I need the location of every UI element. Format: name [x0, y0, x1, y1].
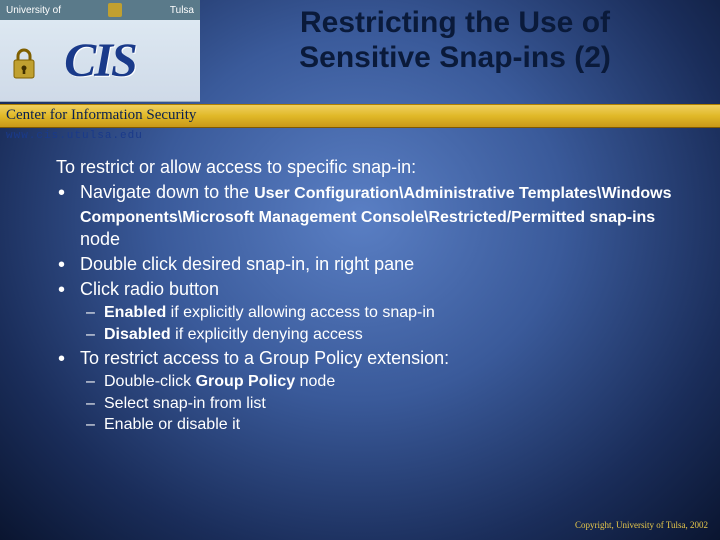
lock-icon	[10, 46, 38, 80]
title-line-2: Sensitive Snap-ins (2)	[200, 41, 710, 76]
logo-area: University of Tulsa CIS	[0, 0, 200, 105]
intro-text: To restrict or allow access to specific …	[56, 156, 676, 179]
bullet-navigate: Navigate down to the User Configuration\…	[56, 181, 676, 251]
restrict-ext-text: To restrict access to a Group Policy ext…	[80, 348, 449, 368]
disabled-bold: Disabled	[104, 326, 171, 343]
bullet-list-radio-sub: Enabled if explicitly allowing access to…	[80, 303, 676, 345]
sub-ext-enable: Enable or disable it	[86, 415, 676, 435]
slide-header: University of Tulsa CIS Restricting the …	[0, 0, 720, 138]
university-seal-icon	[108, 3, 122, 17]
university-right: Tulsa	[170, 5, 194, 16]
ext1b: Group Policy	[196, 373, 296, 390]
navigate-prefix: Navigate down to the	[80, 182, 254, 202]
enabled-rest: if explicitly allowing access to snap-in	[166, 304, 435, 321]
navigate-suffix: node	[80, 229, 120, 249]
sub-enabled: Enabled if explicitly allowing access to…	[86, 303, 676, 323]
university-banner: University of Tulsa	[0, 0, 200, 20]
sub-disabled: Disabled if explicitly denying access	[86, 325, 676, 345]
disabled-rest: if explicitly denying access	[171, 326, 363, 343]
title-line-1: Restricting the Use of	[200, 6, 710, 41]
bullet-list-ext-sub: Double-click Group Policy node Select sn…	[80, 372, 676, 435]
center-tagline: Center for Information Security	[6, 107, 196, 124]
copyright-text: Copyright, University of Tulsa, 2002	[575, 520, 708, 530]
bullet-radio: Click radio button Enabled if explicitly…	[56, 278, 676, 345]
bullet-restrict-extension: To restrict access to a Group Policy ext…	[56, 347, 676, 435]
cis-logo-text: CIS	[64, 33, 135, 88]
slide-body: To restrict or allow access to specific …	[56, 156, 676, 437]
bullet-list-level1: Navigate down to the User Configuration\…	[56, 181, 676, 435]
cis-logo: CIS	[0, 20, 200, 102]
ext1a: Double-click	[104, 373, 196, 390]
sub-ext-dblclick: Double-click Group Policy node	[86, 372, 676, 392]
ext1c: node	[295, 373, 335, 390]
radio-text: Click radio button	[80, 279, 219, 299]
url-text: www.cis.utulsa.edu	[6, 130, 143, 142]
university-left: University of	[6, 5, 61, 16]
sub-ext-select: Select snap-in from list	[86, 394, 676, 414]
enabled-bold: Enabled	[104, 304, 166, 321]
bullet-doubleclick: Double click desired snap-in, in right p…	[56, 253, 676, 276]
slide-title: Restricting the Use of Sensitive Snap-in…	[200, 6, 710, 75]
